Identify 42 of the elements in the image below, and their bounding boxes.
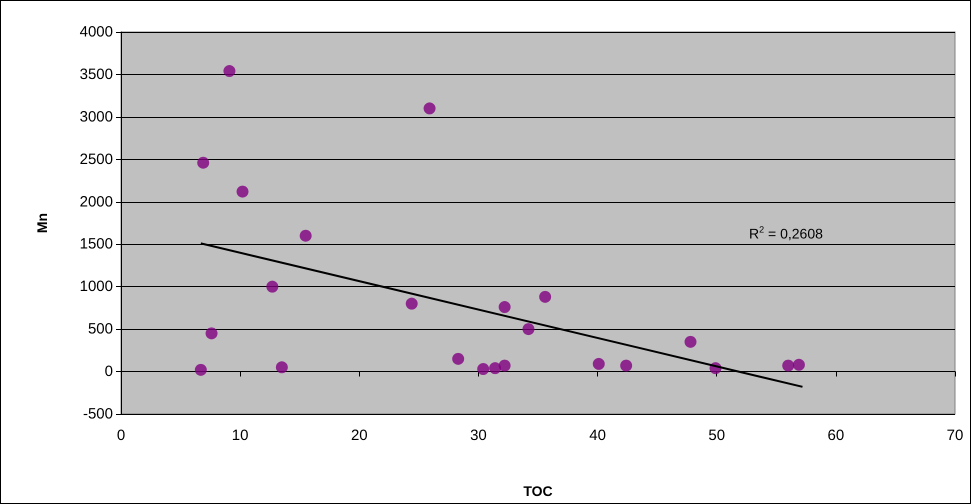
point [684, 336, 697, 348]
y-tick-label: -500 [82, 406, 113, 422]
y-tick-label: 3500 [80, 66, 113, 83]
y-tick-label: 1000 [80, 278, 113, 296]
point [236, 186, 249, 198]
point [489, 362, 502, 374]
point [592, 358, 605, 370]
point [266, 280, 278, 293]
point [300, 230, 312, 242]
point [792, 358, 805, 371]
point [194, 364, 207, 376]
point [477, 363, 490, 376]
y-tick-label: 3000 [80, 108, 113, 126]
point [782, 360, 794, 372]
point [223, 65, 236, 78]
point [522, 323, 534, 336]
x-tick-label: 40 [589, 427, 606, 444]
point [498, 301, 511, 314]
point [498, 360, 511, 372]
x-tick-label: 30 [470, 427, 487, 444]
x-tick-label: 0 [116, 427, 126, 444]
y-tick-label: 4000 [80, 24, 113, 40]
y-axis-title: Mn [34, 212, 50, 234]
point [206, 327, 218, 340]
x-tick-label: 50 [708, 427, 726, 444]
y-tick-label: 2500 [80, 150, 113, 168]
x-tick-label: 10 [232, 427, 248, 444]
x-tick-label: 20 [350, 427, 368, 444]
point [406, 298, 418, 310]
x-tick-label: 60 [828, 427, 844, 444]
point [197, 156, 210, 169]
point [620, 360, 632, 372]
point [276, 361, 288, 374]
y-tick-label: 2000 [80, 193, 113, 210]
point [424, 102, 436, 114]
x-tick-label: 70 [946, 427, 964, 444]
x-axis-title: TOC [523, 483, 553, 499]
y-tick-label: 1500 [80, 236, 113, 253]
point [452, 352, 464, 365]
y-tick-label: 500 [88, 320, 113, 338]
point [539, 290, 552, 303]
y-tick-label: 0 [104, 363, 113, 380]
